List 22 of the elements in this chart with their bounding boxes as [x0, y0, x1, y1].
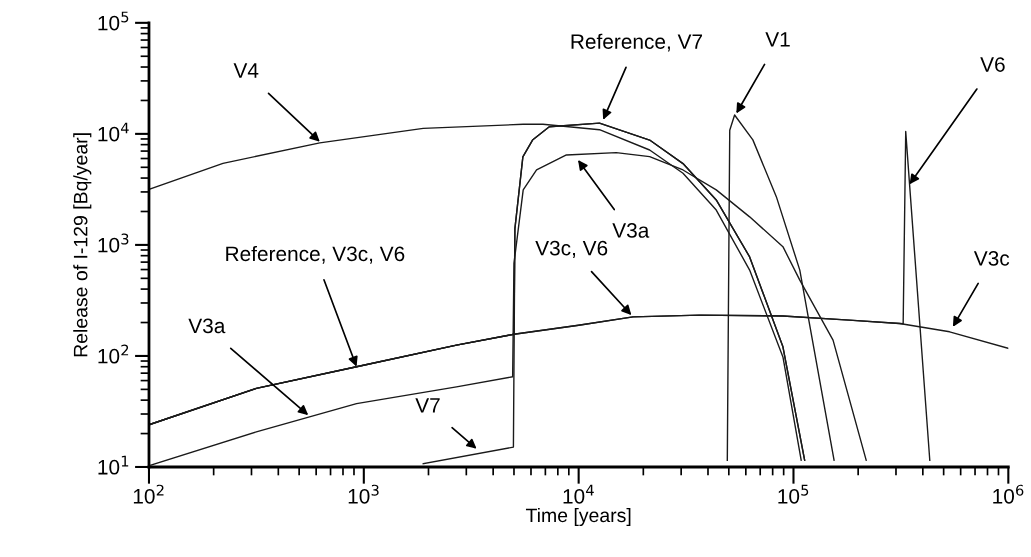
- annotation: V6: [980, 57, 1005, 72]
- x-tick-label: 10$^{2}$: [133, 484, 164, 504]
- y-tick-label: 10$^{3}$: [98, 233, 129, 253]
- x-tick-label: 10$^{5}$: [778, 484, 809, 504]
- x-tick-label: 10$^{4}$: [563, 484, 594, 504]
- y-tick-label: 10$^{5}$: [98, 11, 129, 31]
- annotation: V3a: [188, 318, 226, 334]
- annotation: Reference, V7: [571, 33, 703, 52]
- x-tick-label: 10$^{6}$: [993, 484, 1024, 504]
- annotation: Reference, V3c, V6: [226, 245, 405, 264]
- y-tick-label: 10$^{1}$: [98, 455, 129, 475]
- y-tick-label: 10$^{4}$: [98, 122, 129, 142]
- annotation: V3c: [973, 250, 1010, 266]
- annotation: V4: [233, 63, 259, 78]
- y-axis-title: Release of I-129 [Bq/year]: [73, 133, 92, 357]
- annotation: V3a: [612, 223, 650, 238]
- x-axis-title: Time [years]: [525, 507, 631, 527]
- annotation: V7: [415, 398, 440, 413]
- x-tick-label: 10$^{3}$: [348, 484, 379, 504]
- annotation: V3c, V6: [535, 240, 608, 258]
- y-tick-label: 10$^{2}$: [98, 344, 129, 364]
- annotation: V1: [765, 32, 790, 47]
